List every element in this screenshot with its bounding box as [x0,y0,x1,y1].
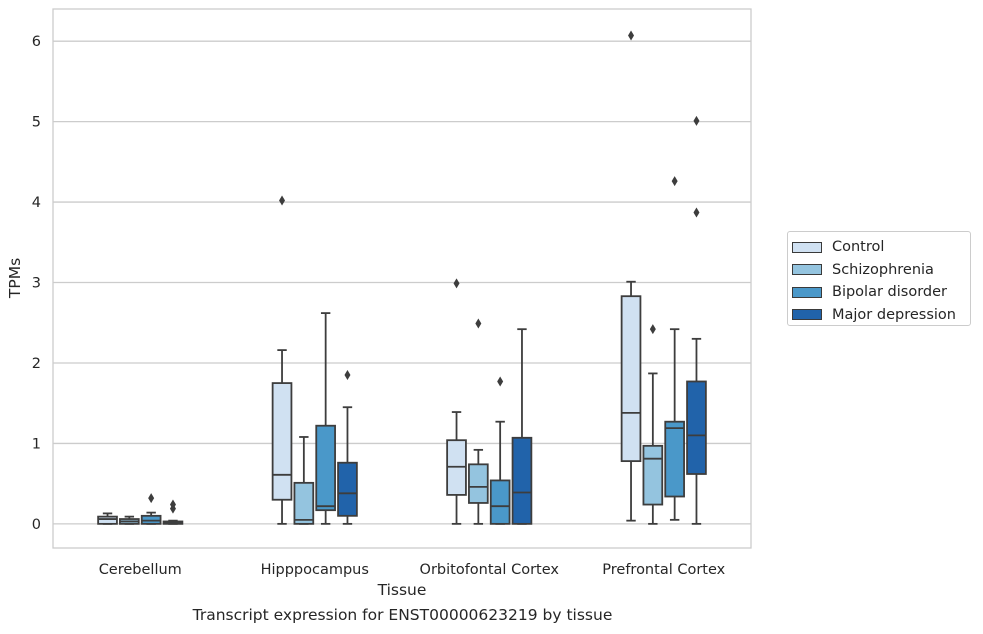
outlier-point [279,195,286,206]
y-tick-label: 0 [32,517,41,533]
legend: Control Schizophrenia Bipolar disorder M… [787,231,971,326]
box [468,463,489,504]
x-tick-label: Cerebellum [99,562,182,578]
y-axis-label: TPMs [6,258,24,299]
box [620,295,642,463]
x-tick-label: Hipppocampus [261,562,369,578]
box [686,380,707,475]
box [97,515,118,525]
outlier-point [497,376,504,387]
legend-item-bipolar: Bipolar disorder [792,281,970,304]
legend-swatch-schizophrenia [792,264,822,276]
y-tick-label: 5 [32,115,41,131]
legend-label-schizophrenia: Schizophrenia [832,261,934,278]
box [642,444,664,506]
y-tick-label: 2 [32,356,41,372]
legend-label-bipolar: Bipolar disorder [832,284,947,301]
legend-item-control: Control [792,236,970,259]
outlier-point [148,493,155,504]
outlier-point [453,278,460,289]
grid-lines [53,40,751,525]
plot-marks [97,30,707,525]
box [664,420,685,498]
x-tick-label: Orbitofontal Cortex [420,562,560,578]
box [511,436,533,525]
outlier-point [649,324,656,335]
legend-swatch-bipolar [792,286,822,298]
outlier-point [169,499,176,510]
box [337,461,358,517]
legend-swatch-control [792,241,822,253]
box [271,382,293,501]
legend-label-control: Control [832,239,885,256]
outlier-point [693,207,700,218]
y-tick-label: 6 [32,34,41,50]
outlier-point [671,176,678,187]
outlier-point [475,318,482,329]
figure-caption: Transcript expression for ENST0000062321… [192,606,613,624]
x-tick-labels: Cerebellum Hipppocampus Orbitofontal Corte… [99,562,726,578]
x-tick-label: Prefrontal Cortex [602,562,725,578]
y-tick-labels: 0 1 2 3 4 5 6 [32,34,41,533]
legend-swatch-major-depression [792,309,822,321]
outlier-point [693,115,700,126]
outlier-point [628,30,635,41]
legend-label-major-depression: Major depression [832,306,956,323]
legend-item-schizophrenia: Schizophrenia [792,259,970,282]
box [489,479,511,525]
box [293,481,315,525]
y-tick-label: 1 [32,436,41,452]
legend-item-major-depression: Major depression [792,304,970,327]
x-axis-label: Tissue [377,581,427,599]
box [315,424,336,512]
plot-frame [52,8,752,549]
y-tick-label: 3 [32,276,41,292]
outlier-point [344,370,351,381]
y-tick-label: 4 [32,195,41,211]
